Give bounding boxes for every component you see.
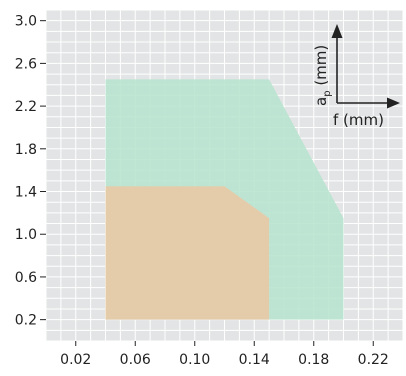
- x-tick-label: 0.14: [239, 352, 270, 368]
- x-tick-label: 0.02: [60, 352, 91, 368]
- inset-y-label-main: a: [312, 97, 330, 106]
- x-tick-label: 0.06: [120, 352, 151, 368]
- region-2: [105, 186, 270, 320]
- y-tick-label: 2.2: [15, 99, 37, 115]
- inset-y-arrow-icon: [331, 24, 343, 38]
- y-tick-label: 3.0: [15, 14, 37, 30]
- axis-ticks: 0.02 0.06 0.10 0.14 0.18 0.22 0.2 0.6 1.0 1.4 1.8 2…: [15, 14, 389, 368]
- x-tick-label: 0.22: [358, 352, 389, 368]
- inset-x-axis-label: f (mm): [333, 111, 384, 129]
- y-tick-label: 0.2: [15, 313, 37, 329]
- y-tick-label: 2.6: [15, 56, 37, 72]
- inset-x-arrow-icon: [387, 97, 400, 109]
- x-tick-label: 0.10: [179, 352, 210, 368]
- y-tick-label: 1.8: [15, 142, 37, 158]
- y-tick-label: 1.0: [15, 227, 37, 243]
- inset-axes: f (mm) ap (mm): [312, 24, 400, 129]
- operating-regions: [105, 79, 344, 320]
- x-tick-label: 0.18: [298, 352, 329, 368]
- y-tick-label: 0.6: [15, 270, 37, 286]
- inset-y-label-sub: p: [322, 90, 333, 96]
- inset-y-label-unit: (mm): [312, 45, 330, 91]
- y-tick-label: 1.4: [15, 185, 37, 201]
- inset-y-axis-label: ap (mm): [312, 45, 333, 106]
